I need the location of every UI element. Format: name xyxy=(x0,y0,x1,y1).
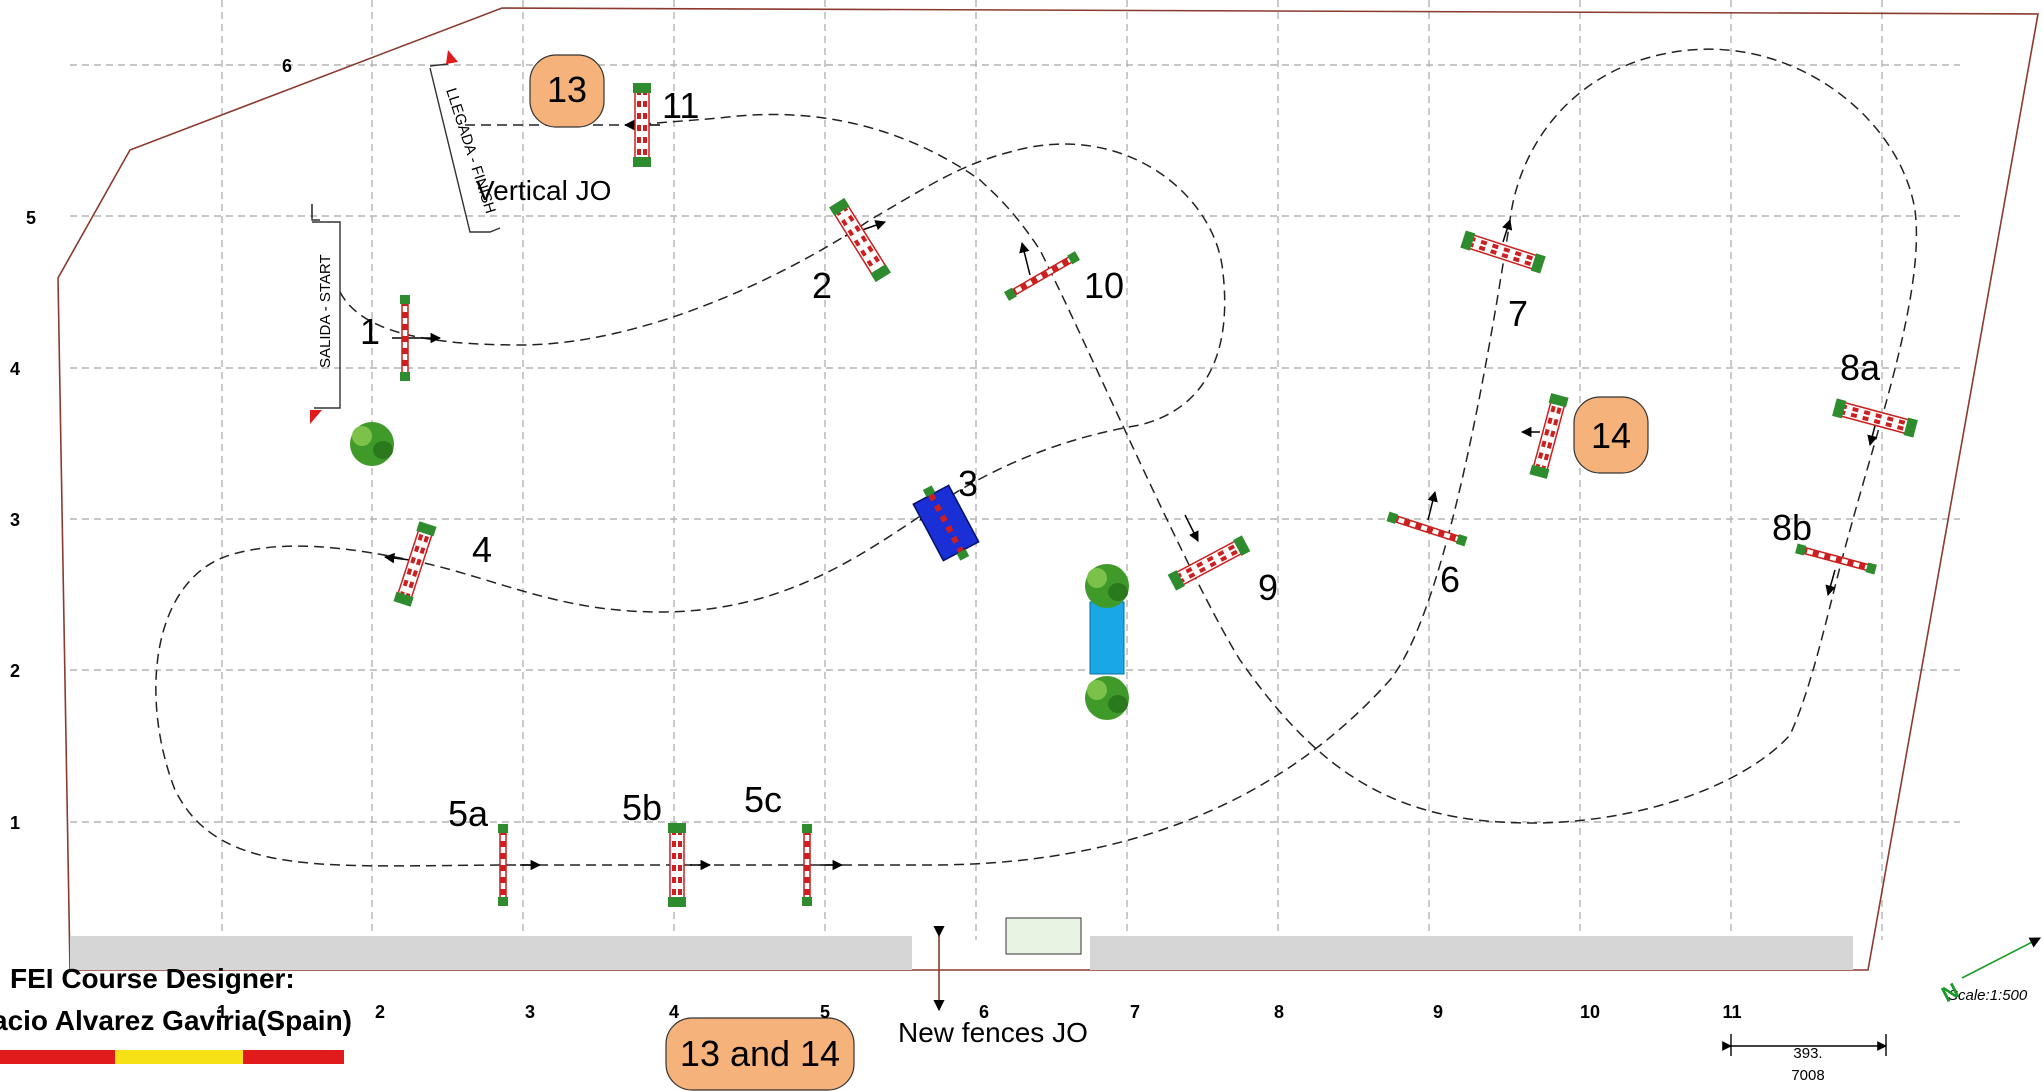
designer-name: acio Alvarez Gaviria(Spain) xyxy=(0,1005,352,1036)
svg-text:13 and 14: 13 and 14 xyxy=(680,1033,840,1074)
fence-label-11: 11 xyxy=(662,85,699,126)
spain-flag-icon xyxy=(0,1050,344,1064)
fence-8b xyxy=(1795,543,1877,575)
fence-8a xyxy=(1832,398,1918,438)
y-label: 3 xyxy=(10,510,20,530)
x-label: 8 xyxy=(1274,1002,1284,1022)
fence-5c xyxy=(802,824,812,906)
start-flag-icon xyxy=(310,410,322,424)
fence-label-9: 9 xyxy=(1258,567,1278,608)
new-fences-jo-label: New fences JO xyxy=(898,1017,1088,1048)
bush-icon xyxy=(350,422,394,466)
x-label: 1 xyxy=(217,1002,227,1022)
x-label: 7 xyxy=(1130,1002,1140,1022)
x-label: 4 xyxy=(669,1002,679,1022)
fence-3 xyxy=(912,484,980,562)
fence-6 xyxy=(1386,511,1468,547)
fence-label-8a: 8a xyxy=(1840,347,1881,388)
badge-14: 14 xyxy=(1573,396,1649,474)
scale-bar xyxy=(1722,1034,1887,1056)
badge-13: 13 xyxy=(529,54,605,128)
fence-1 xyxy=(400,295,410,381)
fence-label-6: 6 xyxy=(1440,559,1460,600)
fence-14-jo xyxy=(1529,393,1569,479)
x-label: 3 xyxy=(525,1002,535,1022)
x-label: 5 xyxy=(820,1002,830,1022)
fence-2 xyxy=(829,197,891,283)
x-label: 9 xyxy=(1433,1002,1443,1022)
arena-border xyxy=(57,7,2039,971)
bush-icon xyxy=(1085,564,1129,608)
stand-band-left xyxy=(70,936,912,970)
start-label: SALIDA - START xyxy=(317,254,334,368)
fence-10 xyxy=(1003,251,1081,301)
fence-9 xyxy=(1167,535,1251,591)
badge-13-and-14: 13 and 14 xyxy=(665,1017,855,1091)
fence-5b xyxy=(668,823,686,907)
fence-label-4: 4 xyxy=(472,529,492,570)
grid xyxy=(70,0,1960,940)
y-axis-labels: 1 2 3 4 5 6 xyxy=(10,56,292,833)
fence-7 xyxy=(1460,230,1546,274)
vertical-jo-label: Vertical JO xyxy=(476,175,611,206)
svg-text:13: 13 xyxy=(547,69,587,110)
x-label: 10 xyxy=(1580,1002,1600,1022)
y-label: 2 xyxy=(10,661,20,681)
y-label: 5 xyxy=(26,208,36,228)
fence-label-5c: 5c xyxy=(744,779,782,820)
fence-5a xyxy=(498,824,508,906)
compass-icon xyxy=(1961,937,2041,979)
fence-label-1: 1 xyxy=(360,311,380,352)
fence-label-10: 10 xyxy=(1084,265,1124,306)
water-feature xyxy=(1089,601,1125,675)
start-line: SALIDA - START xyxy=(310,204,341,424)
y-label: 4 xyxy=(10,359,20,379)
fence-label-2: 2 xyxy=(812,265,832,306)
stand-band-right xyxy=(1090,936,1853,970)
fence-11 xyxy=(633,83,651,167)
y-label: 6 xyxy=(282,56,292,76)
fence-label-5b: 5b xyxy=(622,787,662,828)
fence-label-7: 7 xyxy=(1508,293,1528,334)
x-label: 11 xyxy=(1722,1002,1741,1022)
fence-4 xyxy=(393,521,437,607)
finish-flag-icon xyxy=(446,50,458,64)
route-arrows xyxy=(383,119,1878,871)
scale-text: Scale:1:500 xyxy=(1948,987,2028,1004)
course-route xyxy=(155,48,1918,867)
svg-text:14: 14 xyxy=(1591,415,1631,456)
fence-label-8b: 8b xyxy=(1772,507,1812,548)
designer-title: FEI Course Designer: xyxy=(10,963,295,994)
fence-label-5a: 5a xyxy=(448,793,489,834)
bush-icon xyxy=(1085,676,1129,720)
judges-box xyxy=(1005,917,1082,955)
fences xyxy=(393,83,1918,907)
fence-label-3: 3 xyxy=(958,463,978,504)
x-axis-labels: 1 2 3 4 5 6 7 8 9 10 11 xyxy=(217,1002,1742,1022)
scale-bar-unit: 7008 xyxy=(1791,1067,1824,1084)
scale-bar-value: 393. xyxy=(1793,1045,1822,1062)
y-label: 1 xyxy=(10,813,20,833)
x-label: 6 xyxy=(979,1002,989,1022)
x-label: 2 xyxy=(375,1002,385,1022)
